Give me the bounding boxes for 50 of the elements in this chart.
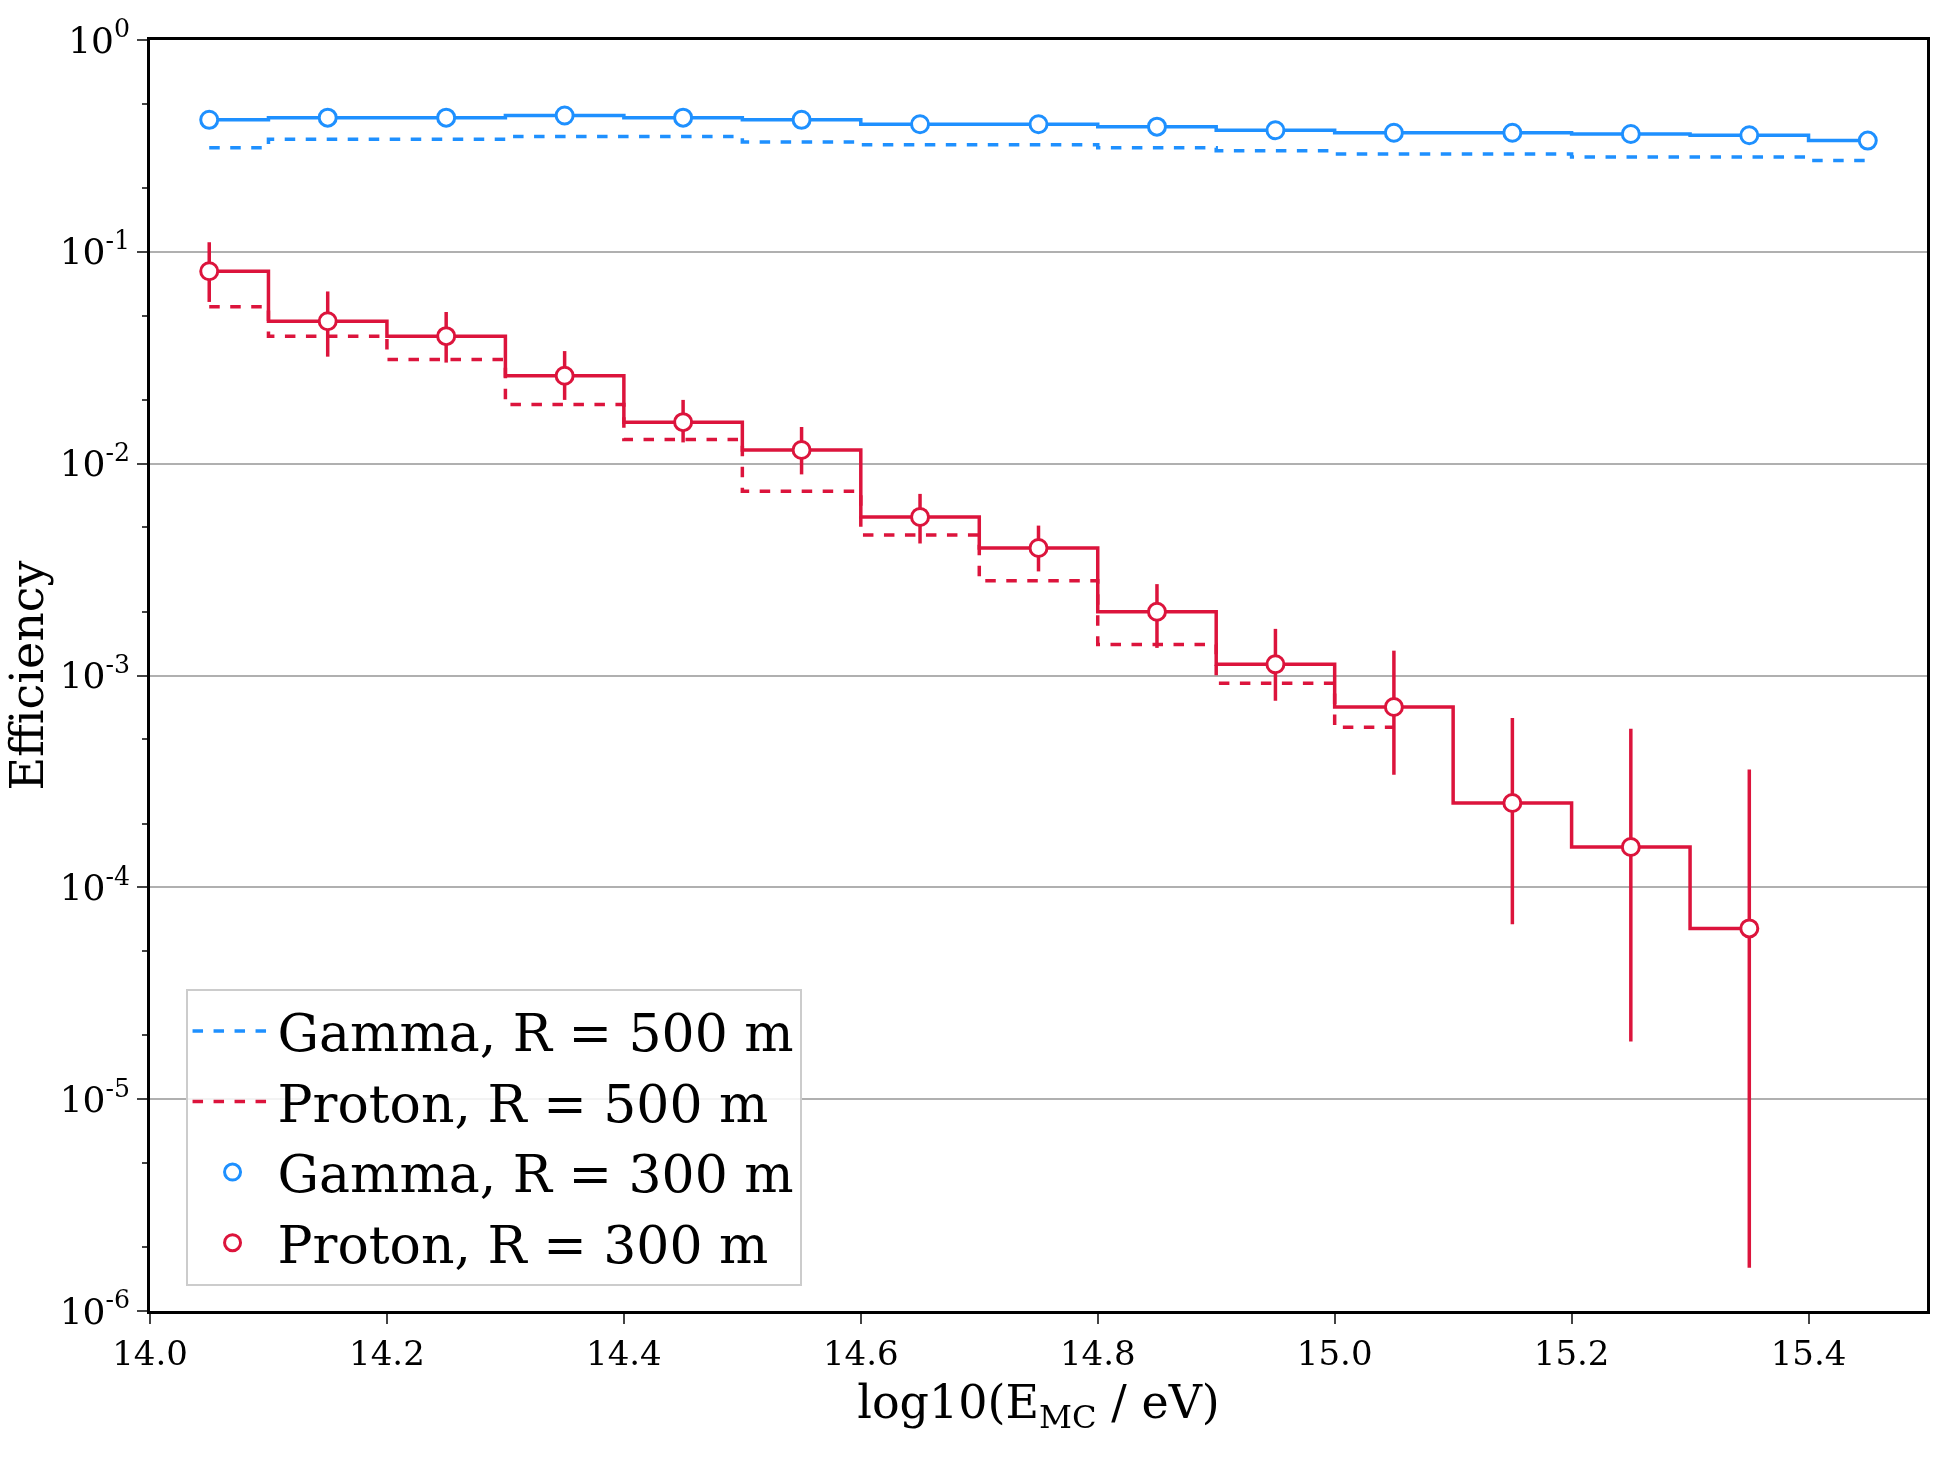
- point: [1028, 114, 1049, 135]
- x-tick-label: 14.6: [822, 1332, 899, 1373]
- point: [1383, 122, 1404, 143]
- point: [1028, 537, 1049, 558]
- y-tick-label: 10$^{-2}$: [59, 438, 131, 485]
- x-tick-label: 14.4: [586, 1332, 662, 1373]
- x-tick-label: 15.4: [1770, 1332, 1847, 1373]
- point: [791, 109, 812, 130]
- point: [199, 261, 220, 282]
- point: [1620, 837, 1641, 857]
- point: [910, 114, 931, 135]
- point: [1502, 793, 1523, 814]
- x-tick-label: 14.8: [1059, 1332, 1136, 1373]
- point: [1265, 654, 1286, 675]
- legend-label: Gamma, R = 500 m: [277, 1003, 794, 1064]
- x-tick-label: 14.0: [112, 1332, 188, 1373]
- legend-label: Proton, R = 300 m: [277, 1214, 769, 1275]
- point: [554, 365, 575, 386]
- legend-label: Proton, R = 500 m: [277, 1073, 769, 1134]
- point: [1146, 116, 1167, 137]
- point: [199, 109, 220, 130]
- y-tick-label: 10$^{-5}$: [59, 1073, 131, 1120]
- x-tick-label: 15.2: [1533, 1332, 1610, 1373]
- y-tick-label: 10$^{-6}$: [59, 1285, 131, 1332]
- point: [673, 412, 694, 433]
- y-tick-label: 10$^{-4}$: [59, 861, 131, 908]
- point: [436, 107, 457, 128]
- point: [554, 105, 575, 126]
- point: [910, 507, 931, 527]
- point: [1857, 130, 1878, 151]
- point: [673, 107, 694, 128]
- point: [436, 326, 457, 347]
- y-tick-label: 10$^{-3}$: [59, 649, 131, 697]
- point: [317, 107, 338, 128]
- x-tick-label: 14.2: [349, 1332, 425, 1373]
- y-tick-label: 10$^{-1}$: [59, 226, 131, 273]
- point: [791, 440, 812, 460]
- point: [1739, 125, 1760, 146]
- point: [1146, 601, 1167, 622]
- legend-label: Gamma, R = 300 m: [277, 1144, 794, 1205]
- point: [317, 311, 338, 332]
- x-tick-label: 15.0: [1296, 1332, 1373, 1373]
- point: [1739, 918, 1760, 939]
- y-tick-label: 10$^{0}$: [68, 14, 131, 61]
- y-axis-title: Efficiency: [0, 560, 54, 791]
- x-axis-title: log10(E$_{MC}$ / eV): [857, 1375, 1220, 1436]
- point: [1620, 123, 1641, 144]
- point: [1265, 120, 1286, 141]
- point: [1502, 122, 1523, 143]
- point: [1383, 697, 1404, 717]
